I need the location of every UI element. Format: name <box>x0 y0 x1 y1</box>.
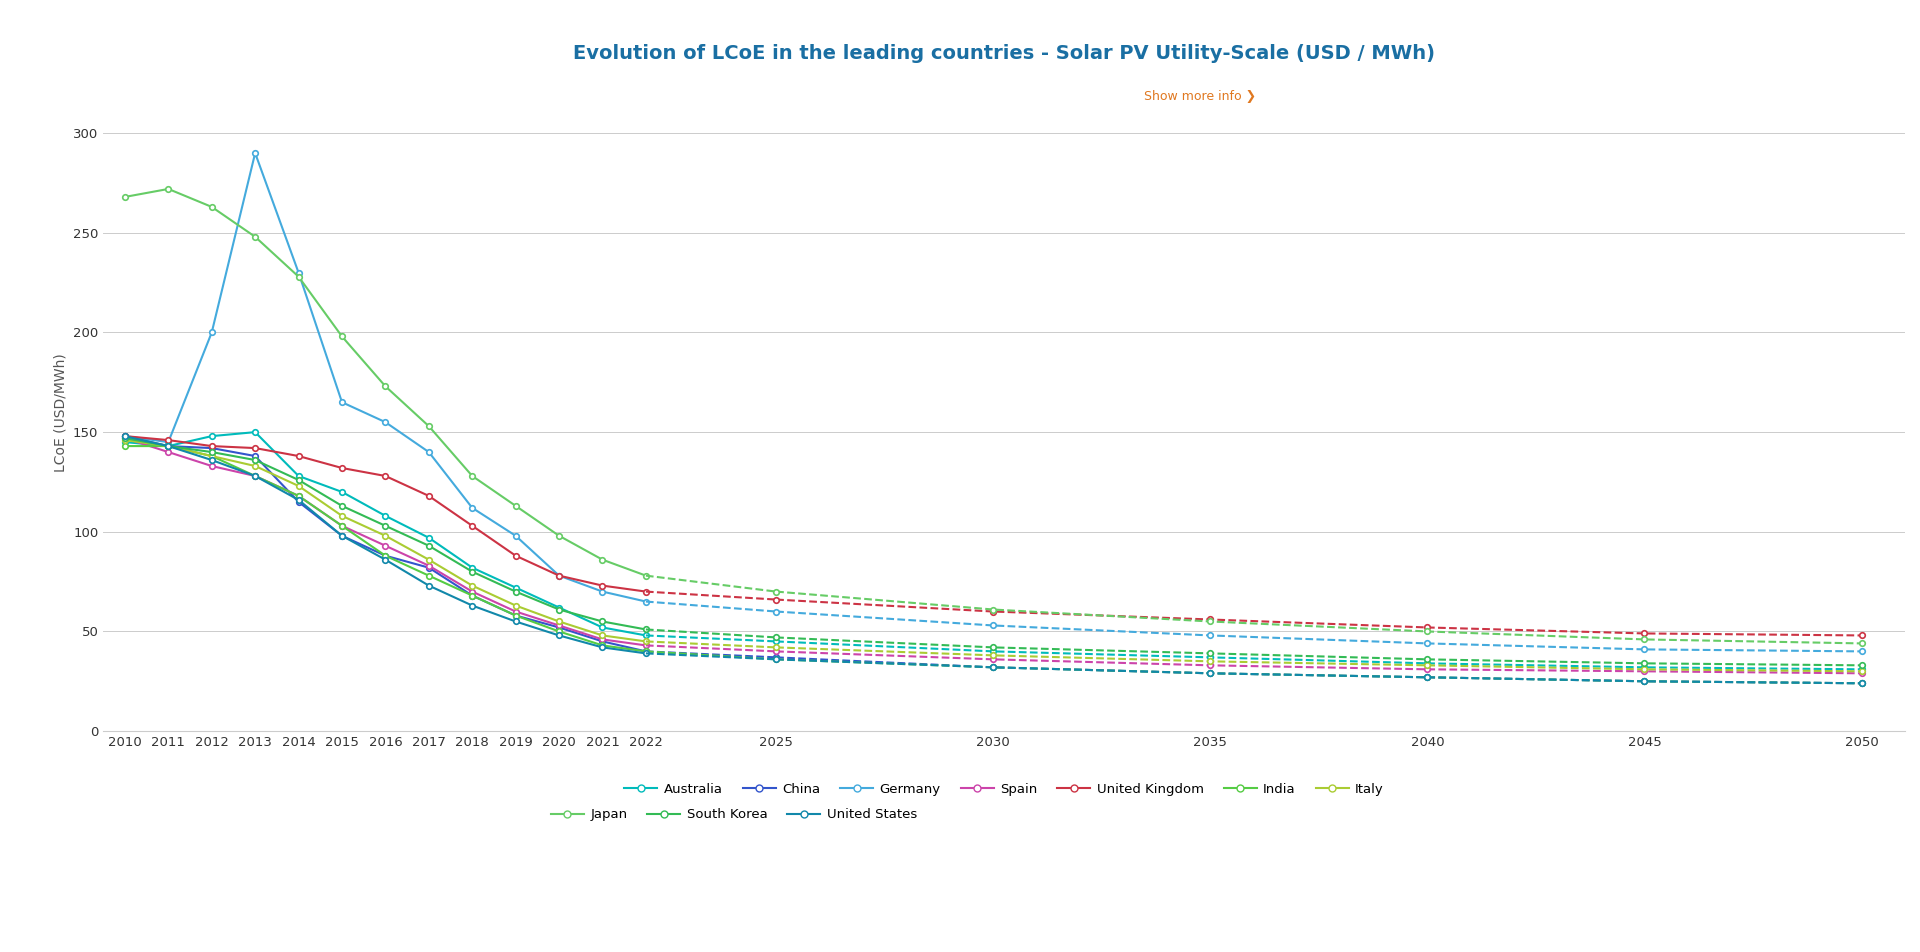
Legend: Japan, South Korea, United States: Japan, South Korea, United States <box>545 803 922 826</box>
Text: Show more info ❯: Show more info ❯ <box>1144 89 1256 103</box>
Title: Evolution of LCoE in the leading countries - Solar PV Utility-Scale (USD / MWh): Evolution of LCoE in the leading countri… <box>572 44 1434 63</box>
Y-axis label: LCoE (USD/MWh): LCoE (USD/MWh) <box>54 353 67 471</box>
